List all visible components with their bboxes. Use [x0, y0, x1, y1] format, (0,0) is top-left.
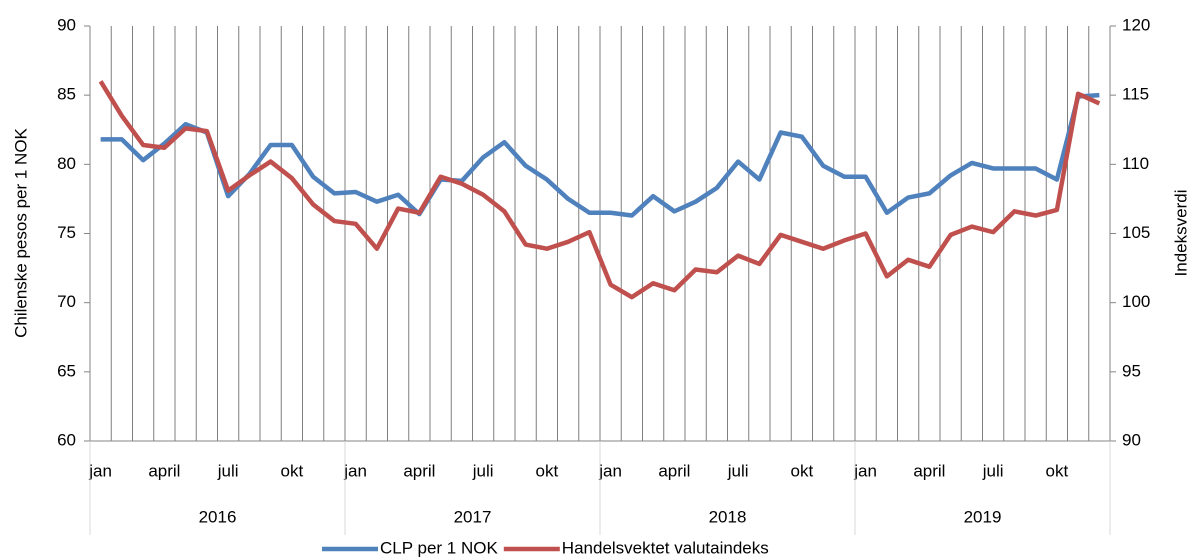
legend-label: CLP per 1 NOK — [380, 538, 498, 557]
y-tick-label: 65 — [57, 361, 76, 380]
y2-tick-label: 90 — [1122, 430, 1141, 449]
y2-tick-label: 105 — [1122, 223, 1150, 242]
y-tick-label: 90 — [57, 15, 76, 34]
x-tick-label: juli — [217, 461, 239, 480]
x-tick-label: okt — [536, 461, 559, 480]
year-label: 2016 — [199, 507, 237, 526]
x-tick-label: okt — [791, 461, 814, 480]
x-tick-label: okt — [1046, 461, 1069, 480]
y-tick-label: 80 — [57, 154, 76, 173]
y-tick-label: 70 — [57, 292, 76, 311]
x-tick-label: april — [913, 461, 945, 480]
x-tick-label: jan — [598, 461, 622, 480]
year-label: 2018 — [709, 507, 747, 526]
legend-label: Handelsvektet valutaindeks — [562, 538, 769, 557]
x-tick-label: jan — [343, 461, 367, 480]
x-tick-label: juli — [982, 461, 1004, 480]
x-tick-label: jan — [88, 461, 112, 480]
y2-axis-title: Indeksverdi — [1171, 190, 1190, 277]
year-label: 2017 — [454, 507, 492, 526]
y2-tick-label: 110 — [1122, 154, 1149, 173]
data-line — [100, 92, 1100, 218]
x-tick-label: juli — [727, 461, 749, 480]
x-tick-label: jan — [853, 461, 877, 480]
x-tick-label: april — [148, 461, 180, 480]
y2-tick-label: 115 — [1122, 85, 1149, 104]
y2-tick-label: 95 — [1122, 361, 1141, 380]
x-tick-label: okt — [281, 461, 304, 480]
y-tick-label: 60 — [57, 430, 76, 449]
y-tick-label: 85 — [57, 85, 76, 104]
x-tick-label: juli — [472, 461, 494, 480]
y2-tick-label: 100 — [1122, 292, 1150, 311]
data-line — [98, 80, 1101, 300]
x-tick-label: april — [403, 461, 435, 480]
y-axis-title: Chilenske pesos per 1 NOK — [11, 127, 30, 337]
year-label: 2019 — [964, 507, 1002, 526]
y2-tick-label: 120 — [1122, 15, 1150, 34]
x-tick-label: april — [658, 461, 690, 480]
y-tick-label: 75 — [57, 223, 76, 242]
